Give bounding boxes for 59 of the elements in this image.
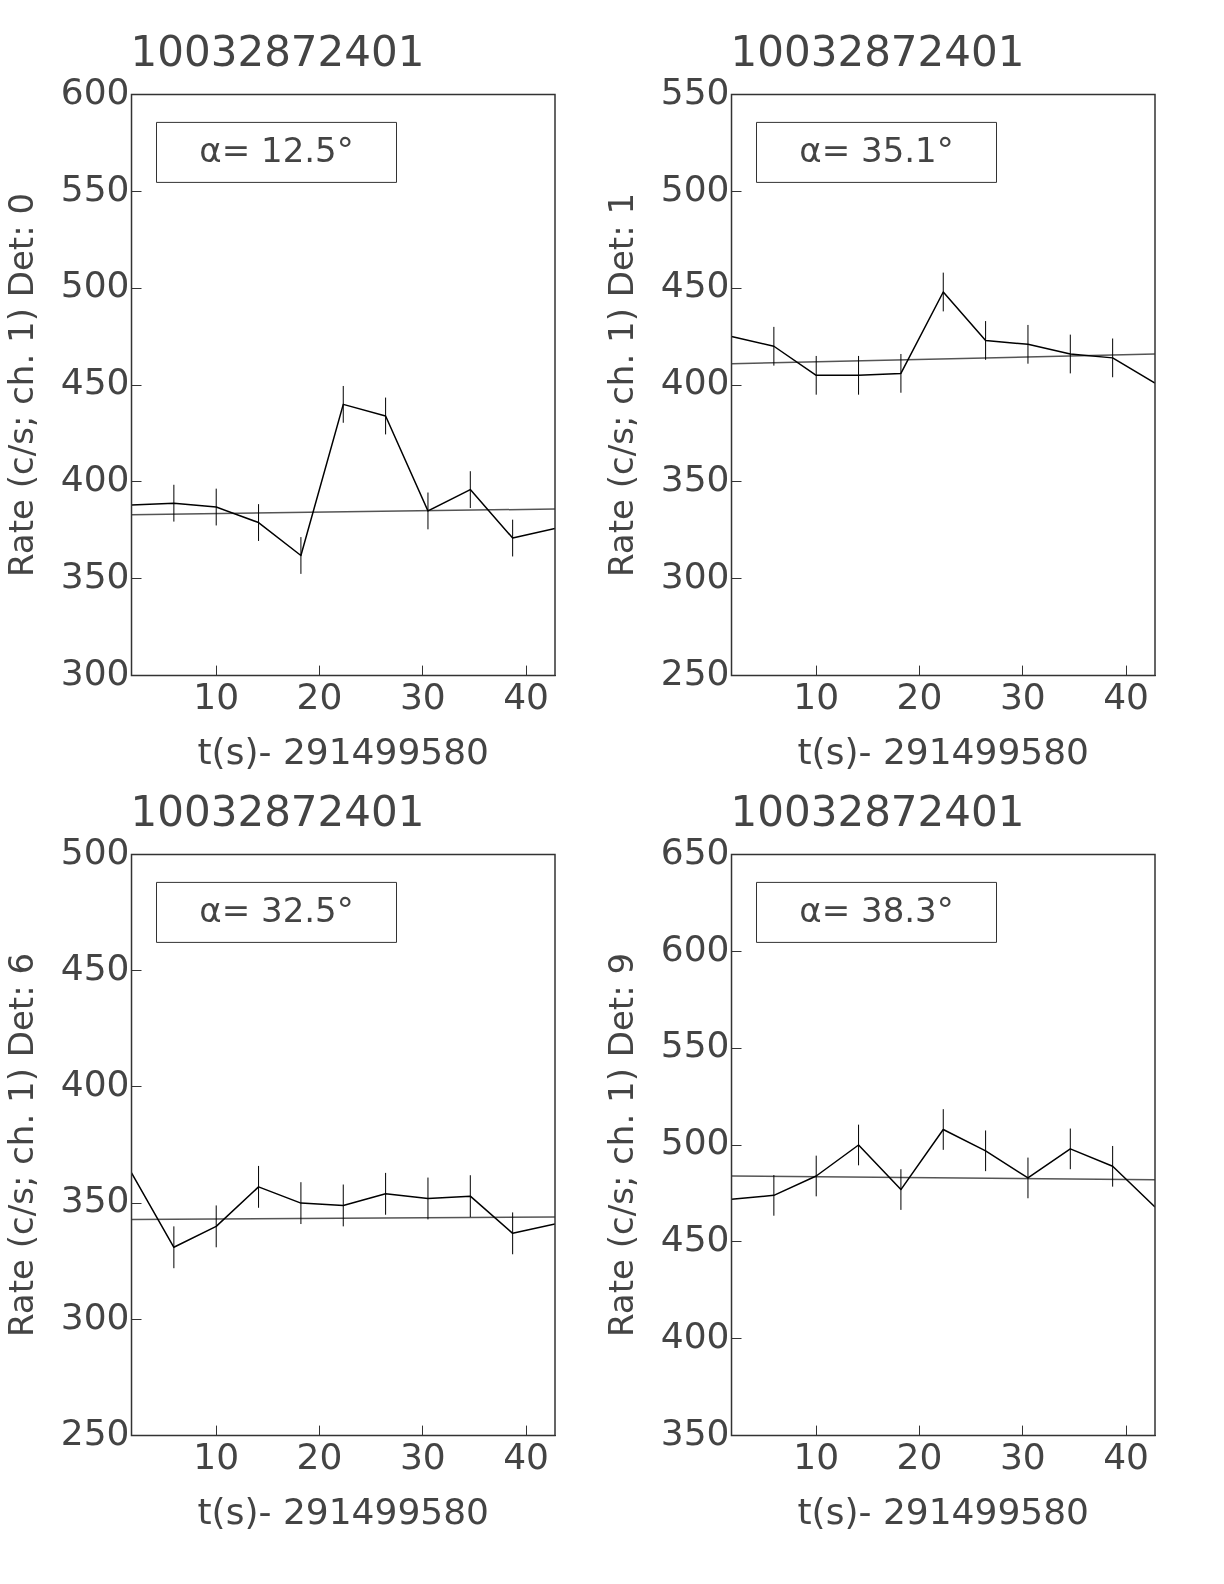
x-axis-title: t(s)- 291499580 xyxy=(797,730,1090,772)
y-tick-label: 400 xyxy=(660,1315,730,1357)
x-tick-label: 10 xyxy=(793,675,840,717)
annotation: α= 12.5° xyxy=(199,130,354,171)
x-tick-label: 40 xyxy=(1103,1435,1149,1477)
x-tick-label: 40 xyxy=(1103,675,1149,717)
y-tick-label: 600 xyxy=(660,927,730,969)
x-tick-label: 40 xyxy=(503,1435,549,1477)
y-tick-label: 300 xyxy=(60,1295,130,1337)
x-tick-label: 20 xyxy=(296,1435,343,1477)
chart-title: 10032872401 xyxy=(730,27,1025,77)
y-tick-label: 500 xyxy=(660,167,730,209)
y-tick-label: 350 xyxy=(60,555,130,597)
y-tick-label: 400 xyxy=(60,1063,130,1105)
y-tick-label: 250 xyxy=(660,651,730,693)
y-tick-label: 400 xyxy=(660,361,730,403)
y-axis-title: Rate (c/s; ch. 1) Det: 9 xyxy=(601,952,642,1338)
y-tick-label: 550 xyxy=(60,167,130,209)
x-tick-label: 40 xyxy=(503,675,549,717)
y-tick-label: 400 xyxy=(60,458,130,500)
y-axis-title: Rate (c/s; ch. 1) Det: 6 xyxy=(1,952,42,1338)
x-tick-label: 30 xyxy=(399,675,446,717)
y-tick-label: 550 xyxy=(660,1024,730,1066)
y-tick-label: 350 xyxy=(660,458,730,500)
y-axis-title: Rate (c/s; ch. 1) Det: 0 xyxy=(1,192,42,578)
x-axis-title: t(s)- 291499580 xyxy=(197,730,490,772)
y-tick-label: 500 xyxy=(60,264,130,306)
x-tick-label: 30 xyxy=(399,1435,446,1477)
y-tick-label: 550 xyxy=(660,70,730,112)
x-tick-label: 10 xyxy=(193,675,240,717)
y-tick-label: 450 xyxy=(60,947,130,988)
annotation: α= 38.3° xyxy=(799,890,954,931)
x-axis-title: t(s)- 291499580 xyxy=(797,1490,1090,1532)
y-axis-title: Rate (c/s; ch. 1) Det: 1 xyxy=(601,192,642,578)
y-tick-label: 300 xyxy=(660,555,730,597)
chart-title: 10032872401 xyxy=(130,27,425,77)
x-tick-label: 20 xyxy=(296,675,343,717)
x-tick-label: 30 xyxy=(999,675,1046,717)
y-tick-label: 350 xyxy=(60,1179,130,1221)
y-tick-label: 600 xyxy=(60,70,130,112)
y-tick-label: 500 xyxy=(660,1121,730,1163)
x-tick-label: 10 xyxy=(193,1435,240,1477)
x-axis-title: t(s)- 291499580 xyxy=(197,1490,490,1532)
y-tick-label: 300 xyxy=(60,651,130,693)
annotation: α= 35.1° xyxy=(799,130,954,171)
y-tick-label: 500 xyxy=(60,830,130,872)
y-tick-label: 450 xyxy=(60,361,130,403)
annotation: α= 32.5° xyxy=(199,890,354,931)
y-tick-label: 450 xyxy=(660,1218,730,1260)
x-tick-label: 20 xyxy=(896,1435,943,1477)
y-tick-label: 450 xyxy=(660,264,730,306)
y-tick-label: 650 xyxy=(660,830,730,872)
x-tick-label: 30 xyxy=(999,1435,1046,1477)
x-tick-label: 10 xyxy=(793,1435,840,1477)
chart-title: 10032872401 xyxy=(130,787,425,837)
y-tick-label: 350 xyxy=(660,1411,730,1453)
y-tick-label: 250 xyxy=(60,1411,130,1453)
x-tick-label: 20 xyxy=(896,675,943,717)
chart-title: 10032872401 xyxy=(730,787,1025,837)
